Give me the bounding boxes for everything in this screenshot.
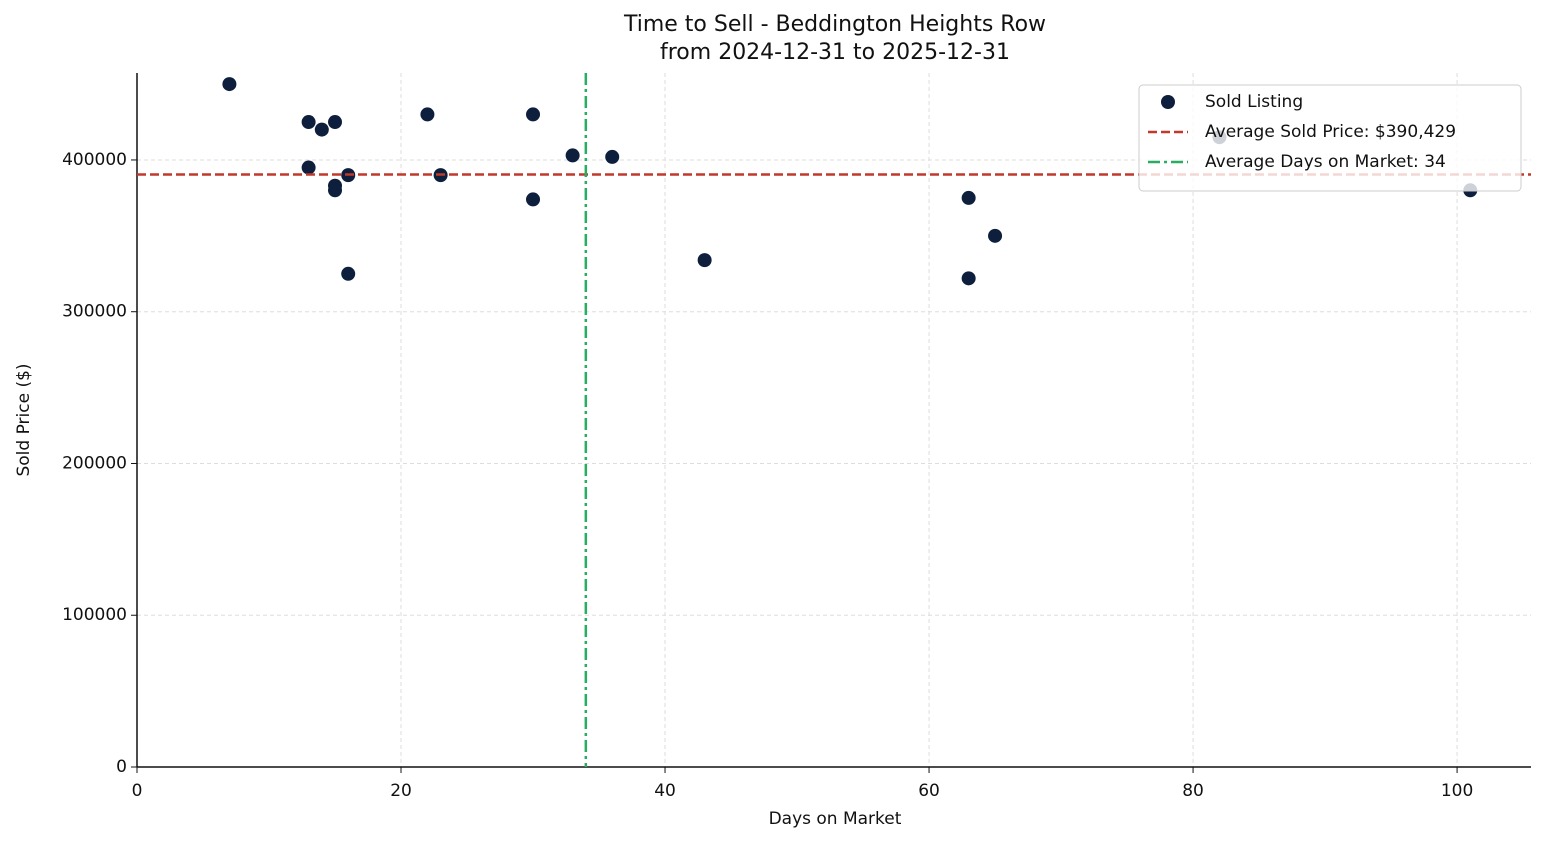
chart-title: Time to Sell - Beddington Heights Row: [623, 12, 1046, 37]
y-tick-label: 100000: [62, 605, 127, 625]
point: [301, 160, 316, 175]
point: [222, 77, 237, 92]
point: [314, 122, 329, 137]
point: [328, 183, 343, 198]
point: [605, 149, 620, 164]
point: [341, 266, 356, 281]
x-tick-label: 60: [918, 781, 940, 801]
y-tick-label: 400000: [62, 150, 127, 170]
legend-box: [1138, 84, 1522, 192]
point: [697, 253, 712, 268]
x-tick-label: 100: [1441, 781, 1473, 801]
point: [301, 115, 316, 130]
point: [526, 107, 541, 122]
y-axis-label: Sold Price ($): [14, 363, 34, 476]
legend-label: Average Sold Price: $390,429: [1205, 122, 1456, 142]
y-tick-label: 300000: [62, 302, 127, 322]
point: [328, 115, 343, 130]
point: [565, 148, 580, 163]
legend-label: Sold Listing: [1205, 92, 1303, 112]
point: [961, 190, 976, 205]
legend-label: Average Days on Market: 34: [1205, 152, 1446, 172]
x-axis-label: Days on Market: [769, 809, 902, 829]
point: [526, 192, 541, 207]
x-tick-label: 0: [132, 781, 143, 801]
point: [988, 228, 1003, 243]
point: [961, 271, 976, 286]
chart-subtitle: from 2024-12-31 to 2025-12-31: [660, 40, 1010, 65]
y-tick-label: 0: [116, 757, 127, 777]
x-tick-label: 80: [1182, 781, 1204, 801]
y-tick-label: 200000: [62, 453, 127, 473]
legend-marker: [1161, 95, 1175, 109]
x-tick-label: 40: [654, 781, 676, 801]
point: [420, 107, 435, 122]
x-tick-label: 20: [390, 781, 412, 801]
